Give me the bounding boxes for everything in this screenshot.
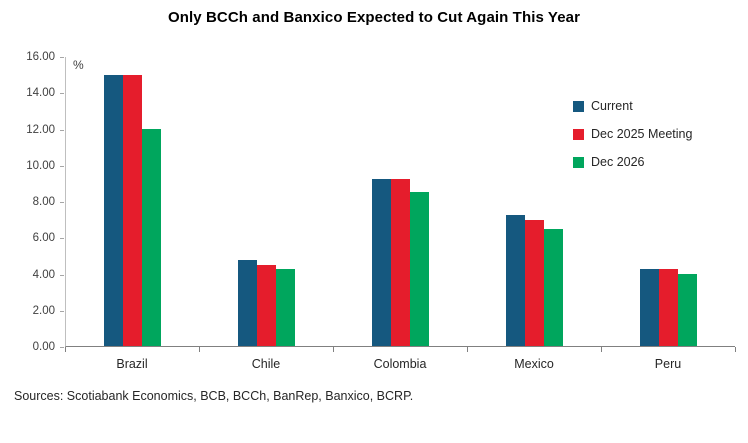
bar-current-colombia bbox=[371, 178, 391, 346]
y-tick-label: 12.00 bbox=[26, 123, 55, 136]
bar-group-peru bbox=[601, 57, 735, 346]
bar-current-chile bbox=[238, 260, 258, 346]
legend: Current Dec 2025 Meeting Dec 2026 bbox=[573, 98, 692, 182]
x-tick-mark bbox=[65, 347, 66, 352]
x-tick-mark bbox=[601, 347, 602, 352]
bar-group-brazil bbox=[66, 57, 200, 346]
legend-label-dec-2025-meeting: Dec 2025 Meeting bbox=[591, 127, 693, 141]
y-axis-unit-label: % bbox=[73, 58, 84, 72]
legend-swatch-dec-2025-meeting bbox=[573, 128, 584, 140]
legend-item-dec-2025-meeting: Dec 2025 Meeting bbox=[573, 126, 692, 142]
bar-group-chile bbox=[200, 57, 334, 346]
x-tick-mark bbox=[467, 347, 468, 352]
bar-dec-2025-meeting-peru bbox=[658, 269, 678, 346]
chart-title: Only BCCh and Banxico Expected to Cut Ag… bbox=[167, 9, 581, 26]
plot-area bbox=[65, 57, 735, 347]
y-tick-mark bbox=[60, 274, 64, 276]
y-tick-mark bbox=[60, 165, 64, 167]
bar-current-peru bbox=[639, 269, 659, 346]
legend-label-current: Current bbox=[591, 99, 633, 113]
x-axis-label-colombia: Colombia bbox=[373, 357, 427, 371]
y-tick-mark bbox=[60, 347, 64, 348]
y-tick-mark bbox=[60, 310, 64, 312]
y-tick-label: 0.00 bbox=[32, 341, 55, 353]
y-tick-label: 4.00 bbox=[32, 268, 55, 281]
y-tick-mark bbox=[60, 202, 64, 203]
legend-swatch-current bbox=[573, 100, 584, 112]
bar-dec-2025-meeting-brazil bbox=[123, 75, 143, 346]
bar-groups bbox=[66, 57, 735, 346]
bar-current-brazil bbox=[104, 75, 124, 346]
y-tick-label: 2.00 bbox=[32, 304, 55, 317]
bar-current-mexico bbox=[505, 215, 525, 346]
bar-dec-2025-meeting-colombia bbox=[390, 178, 410, 346]
bar-dec-2026-chile bbox=[276, 269, 296, 346]
y-tick-label: 14.00 bbox=[26, 87, 55, 100]
x-axis-label-mexico: Mexico bbox=[514, 357, 554, 371]
legend-item-dec-2026: Dec 2026 bbox=[573, 154, 692, 170]
x-axis-label-peru: Peru bbox=[654, 357, 682, 371]
y-tick-mark bbox=[60, 57, 64, 58]
bar-dec-2025-meeting-mexico bbox=[524, 219, 544, 346]
x-axis-labels: Brazil Chile Colombia Mexico Peru bbox=[65, 357, 735, 371]
y-tick-label: 10.00 bbox=[26, 159, 55, 172]
source-note: Sources: Scotiabank Economics, BCB, BCCh… bbox=[14, 389, 414, 403]
bar-dec-2026-peru bbox=[677, 273, 697, 346]
bar-group-mexico bbox=[467, 57, 601, 346]
legend-swatch-dec-2026 bbox=[573, 156, 584, 168]
legend-item-current: Current bbox=[573, 98, 692, 114]
y-tick-mark bbox=[60, 238, 64, 240]
x-tick-mark bbox=[735, 347, 736, 352]
bar-group-colombia bbox=[334, 57, 468, 346]
y-tick-label: 16.00 bbox=[26, 51, 55, 63]
legend-label-dec-2026: Dec 2026 bbox=[591, 155, 645, 169]
bar-dec-2026-mexico bbox=[543, 228, 563, 346]
bar-dec-2025-meeting-chile bbox=[257, 264, 277, 346]
y-tick-mark bbox=[60, 93, 64, 95]
x-tick-mark bbox=[199, 347, 200, 352]
x-axis-label-chile: Chile bbox=[251, 357, 281, 371]
y-tick-label: 6.00 bbox=[32, 232, 55, 245]
y-tick-mark bbox=[60, 129, 64, 131]
y-tick-label: 8.00 bbox=[32, 196, 55, 208]
bar-dec-2026-brazil bbox=[142, 129, 162, 346]
x-tick-mark bbox=[333, 347, 334, 352]
bar-dec-2026-colombia bbox=[409, 192, 429, 346]
x-axis-label-brazil: Brazil bbox=[116, 357, 148, 371]
y-axis: 16.00 14.00 12.00 10.00 8.00 6.00 4.00 2.00 0.00 bbox=[0, 51, 65, 353]
